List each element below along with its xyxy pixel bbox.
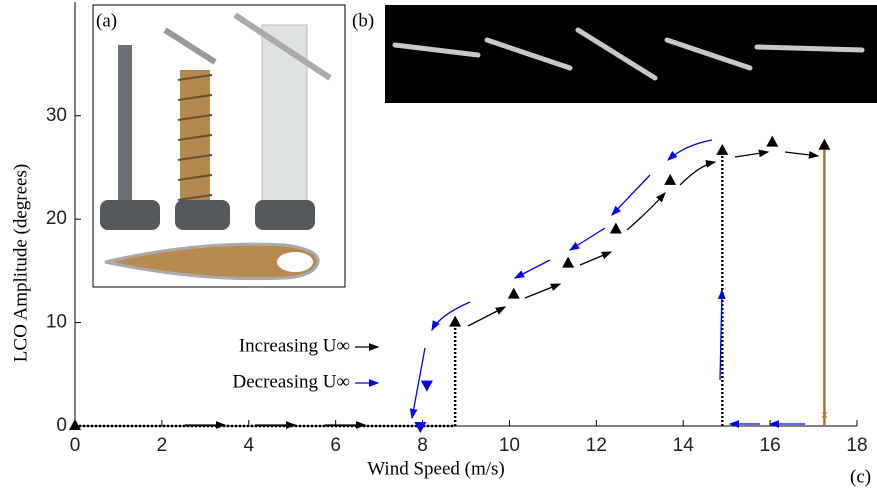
panel-label: (a): [96, 10, 117, 31]
x-tick-label: 18: [846, 435, 867, 456]
x-tick-label: 8: [417, 435, 428, 456]
x-tick-label: 4: [243, 435, 254, 456]
point: [414, 422, 427, 433]
point: [562, 256, 575, 268]
y-tick-label: 10: [46, 312, 67, 333]
y-tick-label: 20: [46, 208, 67, 229]
x-tick-label: 10: [499, 435, 520, 456]
y-tick-label: 0: [56, 415, 67, 436]
point: [766, 135, 779, 147]
x-axis-label: Wind Speed (m/s): [367, 458, 505, 479]
y-tick-label: 30: [46, 105, 67, 126]
cross-marker: ×: [820, 410, 828, 421]
panel-label: (b): [352, 10, 374, 31]
panel-label: (c): [850, 466, 871, 487]
x-tick-label: 14: [673, 435, 695, 456]
x-tick-label: 12: [586, 435, 607, 456]
y-axis-label: LCO Amplitude (degrees): [10, 164, 31, 362]
point: [449, 315, 462, 327]
legend-label: Increasing U∞: [239, 335, 350, 356]
x-tick-label: 2: [157, 435, 168, 456]
point: [664, 173, 677, 185]
point: [420, 380, 433, 392]
x-tick-label: 6: [330, 435, 341, 456]
inset-a: (a): [92, 4, 346, 288]
point: [507, 287, 520, 299]
point: [69, 419, 81, 430]
arrows: [185, 139, 820, 429]
x-tick-label: 16: [760, 435, 781, 456]
point: [818, 138, 831, 150]
point: [609, 222, 622, 234]
inset-b: (b): [352, 5, 877, 103]
x-tick-label: 0: [70, 435, 81, 456]
legend-label: Decreasing U∞: [233, 371, 350, 392]
point: [716, 143, 729, 155]
